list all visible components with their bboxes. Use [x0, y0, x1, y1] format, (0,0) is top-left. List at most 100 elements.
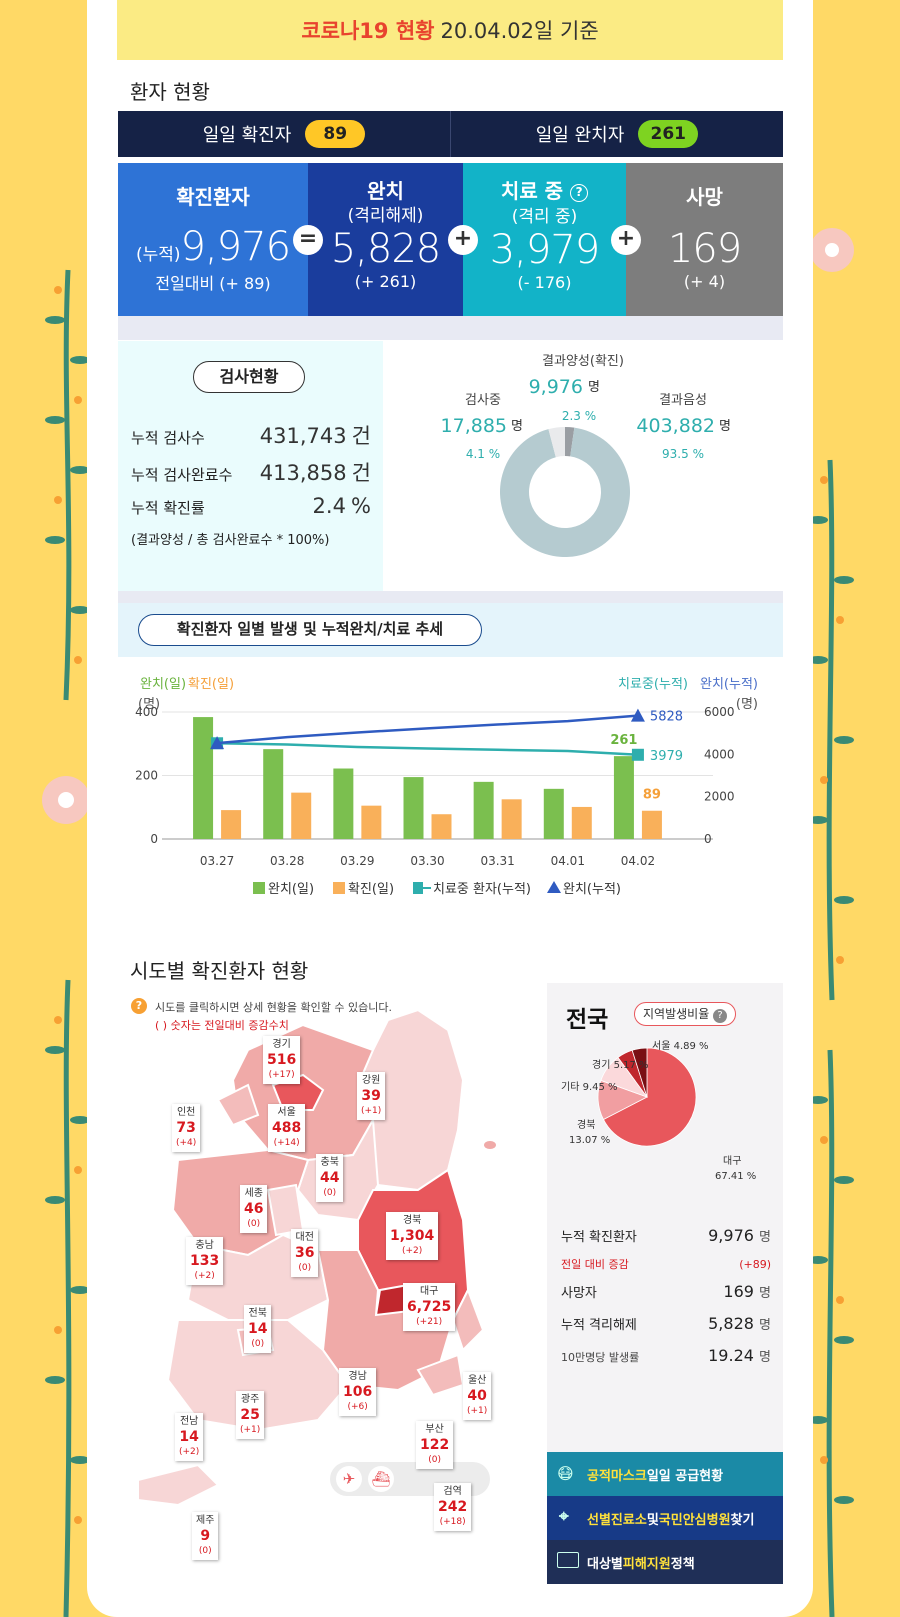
support-policy-link[interactable]: 대상별 피해지원 정책	[547, 1540, 783, 1584]
region-name: 충남	[195, 1240, 214, 1251]
x-tick-label: 03.29	[340, 854, 374, 868]
test-row-label: 누적 검사완료수	[131, 466, 233, 484]
region-name: 서울	[277, 1107, 296, 1118]
map-region-jeju[interactable]	[137, 1463, 220, 1507]
released-box[interactable]: 완치 (격리해제) 5,828 (+ 261)	[308, 163, 463, 316]
map-region-incheon[interactable]	[216, 1083, 260, 1127]
bar-released-daily	[473, 781, 494, 839]
negative-value: 403,882	[636, 415, 715, 437]
region-label-daejeon[interactable]: 대전 36 (0)	[291, 1229, 319, 1277]
ship-icon[interactable]: ⛴	[368, 1466, 394, 1492]
region-label-gangwon[interactable]: 강원 39 (+1)	[357, 1072, 386, 1120]
link-highlight: 국민안심병원	[658, 1512, 731, 1528]
left-decoration	[42, 0, 90, 1617]
region-label-sejong[interactable]: 세종 46 (0)	[240, 1185, 268, 1233]
test-row: 누적 검사완료수 413,858 건	[131, 457, 371, 487]
pie-pct-daegu: 67.41 %	[715, 1171, 756, 1182]
region-delta: (0)	[198, 1546, 212, 1556]
test-row-unit: 건	[351, 461, 371, 485]
region-label-jeonbuk[interactable]: 전북 14 (0)	[244, 1305, 272, 1353]
region-label-seoul[interactable]: 서울 488 (+14)	[268, 1104, 306, 1152]
region-count: 36	[295, 1245, 315, 1261]
right-axis-label-a: 치료중(누적)	[618, 677, 688, 692]
stat-value: (+89)	[739, 1258, 771, 1271]
link-text: 찾기	[730, 1512, 755, 1528]
daily-confirmed-value: 89	[305, 120, 366, 148]
region-label-daegu[interactable]: 대구 6,725 (+21)	[403, 1283, 456, 1331]
test-status-button[interactable]: 검사현황	[193, 361, 305, 393]
region-delta: (+14)	[273, 1138, 300, 1148]
region-label-jeju[interactable]: 제주 9 (0)	[192, 1512, 219, 1560]
region-label-gyeongnam[interactable]: 경남 106 (+6)	[339, 1368, 377, 1416]
negative-label: 결과음성	[659, 393, 707, 408]
stat-row: 누적 확진환자 9,976 명	[561, 1226, 771, 1245]
released-delta: (+ 261)	[354, 272, 417, 291]
region-label-gyeongbuk[interactable]: 경북 1,304 (+2)	[386, 1212, 439, 1260]
deaths-label: 사망	[686, 185, 723, 209]
confirmed-box[interactable]: 확진환자 (누적)9,976 전일대비 (+ 89)	[118, 163, 308, 316]
stat-label: 10만명당 발생률	[561, 1351, 640, 1364]
header-title: 코로나19 현황	[301, 19, 435, 43]
divider	[118, 591, 783, 603]
treating-box[interactable]: 치료 중 ? (격리 중) 3,979 (- 176)	[463, 163, 626, 316]
bar-released-daily	[403, 777, 424, 839]
region-delta: (0)	[251, 1339, 265, 1349]
region-ratio-label: 지역발생비율	[643, 1007, 710, 1021]
link-highlight: 공적마스크	[587, 1468, 647, 1484]
bar-released-daily	[543, 788, 564, 839]
map-region-gyeongnam[interactable]	[316, 1249, 455, 1392]
trend-title-button[interactable]: 확진환자 일별 발생 및 누적완치/치료 추세	[138, 614, 482, 646]
region-label-gyeonggi[interactable]: 경기 516 (+17)	[263, 1036, 301, 1084]
annotation-confirmed-daily: 89	[643, 788, 661, 803]
region-label-quarantine[interactable]: 검역 242 (+18)	[434, 1483, 472, 1531]
donut-slices	[500, 427, 630, 557]
region-delta: (+17)	[268, 1070, 295, 1080]
region-name: 광주	[240, 1394, 260, 1405]
region-label-jeonnam[interactable]: 전남 14 (+2)	[175, 1413, 204, 1461]
legend-swatch	[253, 882, 265, 894]
confirmed-delta: 전일대비 (+ 89)	[155, 274, 271, 293]
clinic-finder-link[interactable]: ⌖ 선별진료소 및 국민안심병원 찾기	[547, 1496, 783, 1540]
daily-released-value: 261	[638, 120, 699, 148]
region-label-ulsan[interactable]: 울산 40 (+1)	[463, 1372, 492, 1420]
testing-pct: 4.1 %	[466, 447, 500, 461]
region-label-busan[interactable]: 부산 122 (0)	[416, 1421, 454, 1469]
region-label-gwangju[interactable]: 광주 25 (+1)	[236, 1391, 265, 1439]
link-text: 대상별	[587, 1556, 623, 1572]
region-label-chungnam[interactable]: 충남 133 (+2)	[186, 1237, 224, 1285]
pie-slice-4	[631, 1047, 648, 1098]
x-tick-label: 03.31	[480, 854, 514, 868]
region-label-incheon[interactable]: 인천 73 (+4)	[172, 1104, 201, 1152]
left-axis-label-a: 완치(일)	[140, 677, 186, 692]
positive-pct: 2.3 %	[562, 409, 596, 423]
region-delta: (+21)	[416, 1317, 443, 1327]
chart-legend: 완치(일) 확진(일) 치료중 환자(누적) 완치(누적)	[253, 881, 621, 897]
region-delta: (0)	[428, 1455, 441, 1465]
daily-confirmed-label: 일일 확진자	[202, 125, 292, 146]
released-label: 완치	[367, 179, 404, 203]
airplane-icon[interactable]: ✈	[336, 1466, 362, 1492]
test-row: 누적 검사수 431,743 건	[131, 420, 371, 450]
location-pin-icon: ⌖	[559, 1507, 569, 1527]
left-axis-unit: (명)	[138, 697, 160, 712]
daily-confirmed: 일일 확진자 89	[118, 111, 451, 157]
region-name: 인천	[176, 1107, 196, 1118]
region-section-title: 시도별 확진환자 현황	[130, 959, 309, 983]
right-tick-label: 6000	[704, 705, 735, 719]
treating-help-icon[interactable]: ?	[570, 184, 589, 202]
region-count: 106	[343, 1384, 373, 1400]
region-count: 516	[267, 1052, 297, 1068]
region-map[interactable]: ✈ ⛴	[118, 990, 543, 1570]
bar-confirmed-daily	[501, 799, 522, 839]
region-label-chungbuk[interactable]: 충북 44 (0)	[316, 1154, 344, 1202]
map-region-ulsan[interactable]	[451, 1287, 485, 1352]
region-name: 전남	[179, 1416, 199, 1427]
stat-label: 누적 격리해제	[561, 1318, 637, 1333]
stat-row: 전일 대비 증감 (+89)	[561, 1256, 771, 1272]
mask-supply-link[interactable]: 😷 공적마스크 일일 공급현황	[547, 1452, 783, 1496]
right-tick-label: 0	[704, 832, 712, 846]
region-ratio-button[interactable]: 지역발생비율 ?	[634, 1002, 737, 1026]
deaths-box[interactable]: 사망 169 (+ 4)	[626, 163, 783, 316]
line-treating-cumulative	[217, 742, 638, 757]
plus-icon: +	[448, 225, 478, 255]
